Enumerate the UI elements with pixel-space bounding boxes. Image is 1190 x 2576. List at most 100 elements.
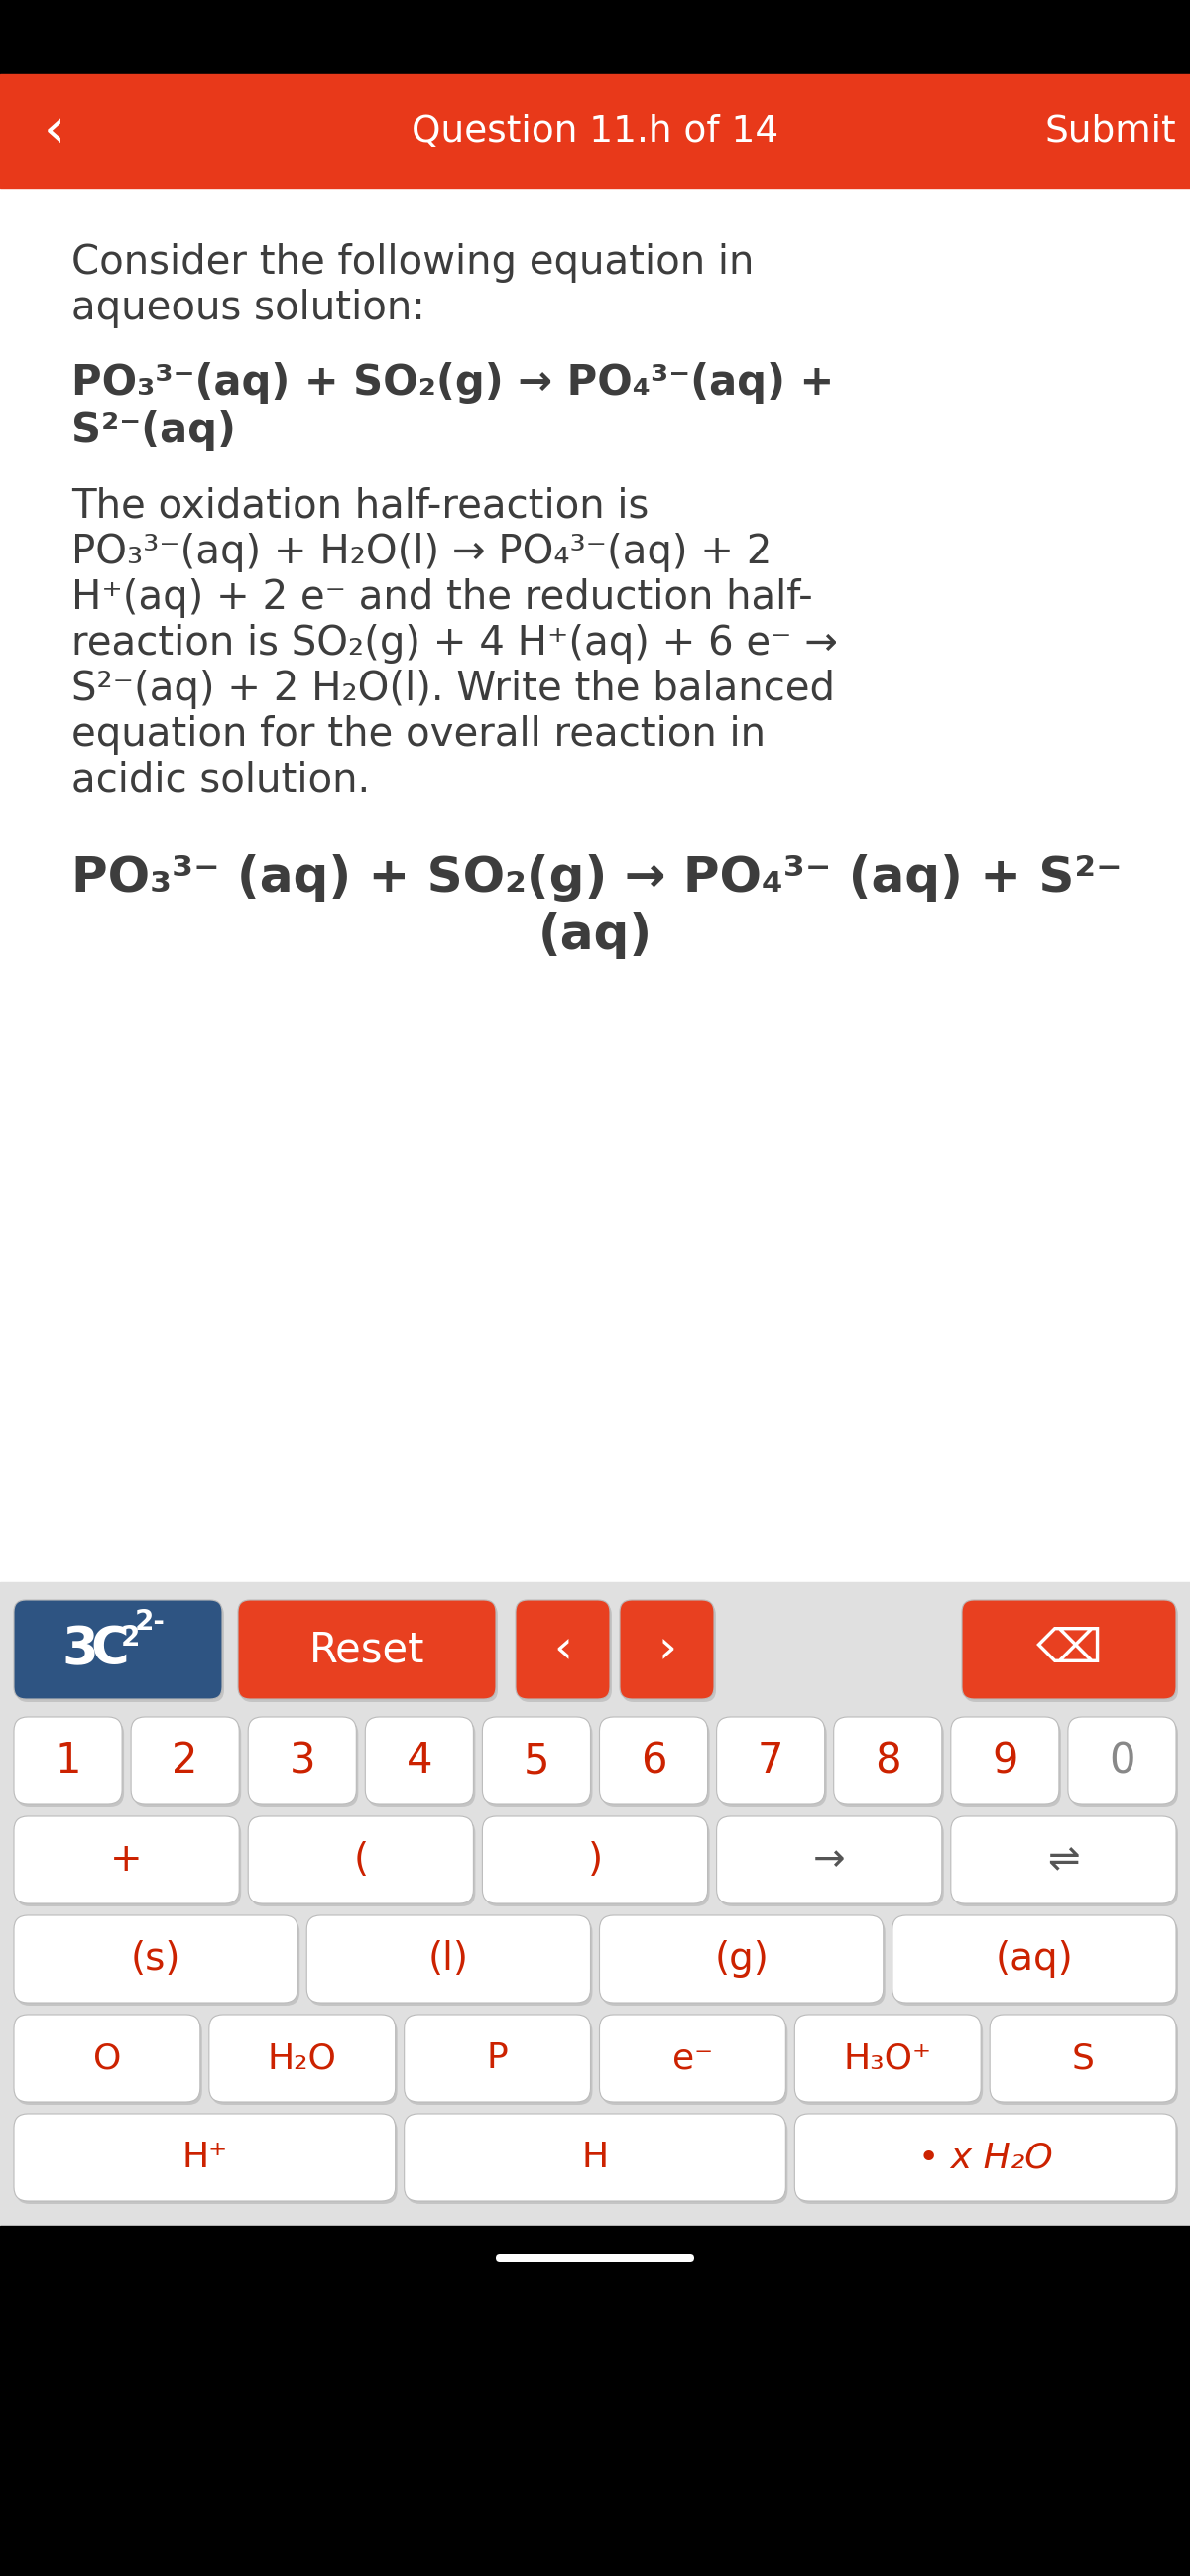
FancyBboxPatch shape	[365, 1718, 474, 1803]
FancyBboxPatch shape	[15, 1819, 242, 1906]
Text: 2: 2	[120, 1623, 139, 1651]
FancyBboxPatch shape	[601, 2017, 788, 2105]
FancyBboxPatch shape	[953, 1819, 1178, 1906]
Text: 2-: 2-	[134, 1607, 165, 1636]
FancyBboxPatch shape	[894, 1919, 1178, 2007]
Text: PO₃³⁻(aq) + SO₂(g) → PO₄³⁻(aq) +: PO₃³⁻(aq) + SO₂(g) → PO₄³⁻(aq) +	[71, 363, 834, 404]
FancyBboxPatch shape	[951, 1816, 1176, 1904]
FancyBboxPatch shape	[131, 1718, 239, 1803]
FancyBboxPatch shape	[14, 1816, 239, 1904]
Text: (aq): (aq)	[538, 912, 652, 958]
FancyBboxPatch shape	[620, 1600, 714, 1700]
Bar	[0, 1582, 1190, 2499]
FancyBboxPatch shape	[248, 1816, 474, 1904]
Text: Question 11.h of 14: Question 11.h of 14	[412, 113, 778, 149]
Text: C: C	[90, 1623, 130, 1674]
FancyBboxPatch shape	[211, 2017, 397, 2105]
FancyBboxPatch shape	[250, 1819, 476, 1906]
Text: 0: 0	[1109, 1739, 1135, 1783]
Text: 5: 5	[524, 1739, 550, 1783]
FancyBboxPatch shape	[405, 2115, 785, 2200]
Text: (: (	[353, 1842, 368, 1878]
FancyBboxPatch shape	[482, 1718, 590, 1803]
FancyBboxPatch shape	[518, 1602, 612, 1703]
Text: 7: 7	[758, 1739, 784, 1783]
Text: The oxidation half-reaction is: The oxidation half-reaction is	[71, 487, 649, 526]
FancyBboxPatch shape	[601, 1721, 709, 1808]
FancyBboxPatch shape	[1070, 1721, 1178, 1808]
Text: ‹: ‹	[44, 106, 65, 157]
Text: ⌫: ⌫	[1035, 1628, 1102, 1672]
FancyBboxPatch shape	[600, 1917, 883, 2002]
Text: (aq): (aq)	[995, 1940, 1073, 1978]
Text: acidic solution.: acidic solution.	[71, 760, 370, 801]
Bar	[0, 2499, 1190, 2576]
FancyBboxPatch shape	[15, 2017, 202, 2105]
FancyBboxPatch shape	[601, 1919, 885, 2007]
Bar	[0, 188, 1190, 1582]
Text: P: P	[487, 2040, 508, 2076]
FancyBboxPatch shape	[796, 2117, 1178, 2205]
Text: PO₃³⁻ (aq) + SO₂(g) → PO₄³⁻ (aq) + S²⁻: PO₃³⁻ (aq) + SO₂(g) → PO₄³⁻ (aq) + S²⁻	[71, 855, 1122, 902]
Bar	[0, 2226, 1190, 2576]
FancyBboxPatch shape	[834, 1718, 942, 1803]
FancyBboxPatch shape	[15, 2117, 397, 2205]
Text: 8: 8	[875, 1739, 901, 1783]
Text: H₂O: H₂O	[268, 2040, 337, 2076]
Text: equation for the overall reaction in: equation for the overall reaction in	[71, 716, 765, 755]
FancyBboxPatch shape	[990, 2014, 1176, 2102]
FancyBboxPatch shape	[482, 1816, 708, 1904]
Bar	[0, 0, 1190, 75]
Text: (s): (s)	[131, 1940, 181, 1978]
Text: 2: 2	[173, 1739, 199, 1783]
FancyBboxPatch shape	[240, 1602, 497, 1703]
Text: (g): (g)	[714, 1940, 769, 1978]
FancyBboxPatch shape	[835, 1721, 944, 1808]
FancyBboxPatch shape	[14, 2014, 200, 2102]
FancyBboxPatch shape	[308, 1919, 593, 2007]
FancyBboxPatch shape	[716, 1718, 825, 1803]
FancyBboxPatch shape	[600, 1718, 708, 1803]
Text: ›: ›	[658, 1628, 676, 1672]
FancyBboxPatch shape	[964, 1602, 1178, 1703]
Text: Consider the following equation in: Consider the following equation in	[71, 242, 754, 283]
FancyBboxPatch shape	[15, 1919, 300, 2007]
FancyBboxPatch shape	[951, 1718, 1059, 1803]
FancyBboxPatch shape	[892, 1917, 1176, 2002]
Text: S²⁻(aq) + 2 H₂O(l). Write the balanced: S²⁻(aq) + 2 H₂O(l). Write the balanced	[71, 670, 835, 708]
Text: 3: 3	[62, 1623, 99, 1674]
Text: ‹: ‹	[553, 1628, 572, 1672]
Bar	[0, 75, 1190, 188]
Text: 1: 1	[55, 1739, 81, 1783]
FancyBboxPatch shape	[796, 2017, 983, 2105]
FancyBboxPatch shape	[719, 1721, 827, 1808]
FancyBboxPatch shape	[795, 2014, 981, 2102]
FancyBboxPatch shape	[991, 2017, 1178, 2105]
FancyBboxPatch shape	[600, 2014, 785, 2102]
FancyBboxPatch shape	[496, 2254, 694, 2262]
FancyBboxPatch shape	[962, 1600, 1176, 1700]
FancyBboxPatch shape	[238, 1600, 496, 1700]
FancyBboxPatch shape	[14, 1600, 223, 1700]
Text: Reset: Reset	[309, 1628, 425, 1669]
Text: (l): (l)	[428, 1940, 469, 1978]
FancyBboxPatch shape	[622, 1602, 716, 1703]
FancyBboxPatch shape	[405, 2014, 590, 2102]
FancyBboxPatch shape	[250, 1721, 358, 1808]
FancyBboxPatch shape	[209, 2014, 395, 2102]
FancyBboxPatch shape	[406, 2117, 788, 2205]
Text: S: S	[1072, 2040, 1095, 2076]
FancyBboxPatch shape	[248, 1718, 356, 1803]
Text: H⁺: H⁺	[182, 2141, 227, 2174]
FancyBboxPatch shape	[14, 1917, 297, 2002]
Text: reaction is SO₂(g) + 4 H⁺(aq) + 6 e⁻ →: reaction is SO₂(g) + 4 H⁺(aq) + 6 e⁻ →	[71, 623, 838, 665]
Text: aqueous solution:: aqueous solution:	[71, 289, 425, 327]
FancyBboxPatch shape	[368, 1721, 476, 1808]
Text: S²⁻(aq): S²⁻(aq)	[71, 410, 236, 451]
FancyBboxPatch shape	[716, 1816, 942, 1904]
Text: 3: 3	[289, 1739, 315, 1783]
Text: H: H	[582, 2141, 608, 2174]
Text: H⁺(aq) + 2 e⁻ and the reduction half-: H⁺(aq) + 2 e⁻ and the reduction half-	[71, 577, 813, 618]
FancyBboxPatch shape	[953, 1721, 1061, 1808]
Text: H₃O⁺: H₃O⁺	[844, 2040, 932, 2076]
